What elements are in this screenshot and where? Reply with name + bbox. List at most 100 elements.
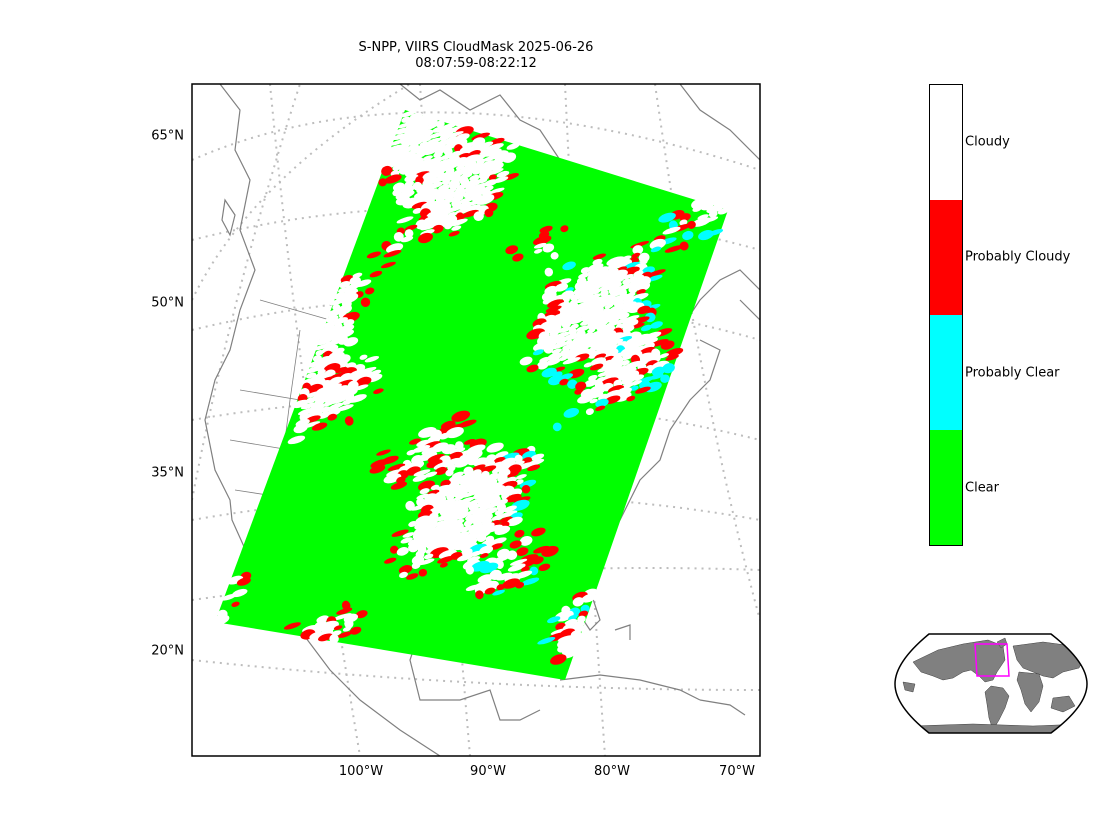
- cloudmask-pixel: [360, 297, 371, 307]
- cloudmask-pixel: [626, 395, 636, 402]
- cloudmask-pixel: [632, 245, 644, 255]
- cloudmask-pixel: [549, 341, 569, 350]
- cloudmask-pixel: [476, 533, 487, 543]
- cloudmask-pixel: [545, 358, 561, 366]
- cloudmask-pixel: [506, 516, 523, 527]
- cloudmask-pixel: [307, 360, 323, 368]
- cloudmask-pixel: [488, 174, 497, 181]
- cloudmask-pixel: [454, 483, 471, 492]
- cloudmask-pixel: [541, 545, 559, 557]
- cloudmask-pixel: [484, 587, 496, 595]
- cloudmask-pixel: [355, 376, 372, 387]
- cloudmask-pixel: [505, 245, 519, 255]
- cloudmask-pixel: [424, 149, 436, 156]
- cloudmask-pixel: [421, 446, 439, 455]
- cloudmask-pixel: [509, 540, 522, 549]
- cloudmask-pixel: [637, 305, 651, 315]
- cloudmask-pixel: [512, 253, 524, 262]
- cloudmask-pixel: [561, 320, 572, 328]
- cloudmask-pixel: [516, 547, 529, 556]
- cloudmask-pixel: [236, 577, 251, 586]
- cloudmask-pixel: [440, 498, 456, 506]
- cloudmask-pixel: [400, 110, 416, 118]
- cloudmask-pixel: [478, 465, 497, 474]
- cloudmask-pixel: [463, 509, 481, 517]
- cloudmask-pixel: [631, 322, 645, 329]
- cloudmask-pixel: [221, 593, 237, 601]
- cloudmask-pixel: [526, 364, 539, 373]
- cloudmask-pixel: [468, 543, 487, 554]
- cloudmask-pixel: [420, 223, 439, 231]
- cloudmask-pixel: [575, 381, 587, 391]
- cloudmask-pixel: [640, 324, 653, 332]
- cloudmask-pixel: [662, 363, 675, 374]
- cloudmask-pixel: [459, 197, 474, 204]
- cloudmask-pixel: [589, 363, 604, 371]
- cloudmask-pixel: [433, 144, 447, 154]
- cloudmask-pixel: [602, 372, 621, 381]
- cloudmask-pixel: [325, 308, 343, 318]
- lon-label-80w: 80°W: [594, 764, 630, 779]
- cloudmask-pixel: [292, 399, 309, 409]
- cloudmask-pixel: [660, 340, 675, 350]
- cloudmask-pixel: [448, 218, 468, 227]
- cloudmask-pixel: [632, 374, 645, 381]
- map-title: S-NPP, VIIRS CloudMask 2025-06-26 08:07:…: [358, 40, 594, 71]
- lat-label-50: 50°N: [151, 295, 184, 311]
- cloudmask-pixel: [433, 520, 448, 527]
- cloudmask-pixel: [404, 229, 414, 238]
- cloudmask-pixel: [369, 270, 383, 278]
- cloudmask-pixel: [521, 484, 531, 494]
- cloudmask-pixel: [396, 547, 409, 556]
- cloudmask-pixel: [366, 251, 381, 259]
- cloudmask-pixel: [491, 514, 504, 521]
- cloudmask-pixel: [697, 214, 709, 220]
- cloudmask-pixel: [630, 385, 639, 391]
- cloudmask-pixel: [448, 179, 461, 190]
- cloudmask-pixel: [478, 169, 491, 180]
- cloudmask-pixel: [337, 631, 352, 638]
- cloudmask-pixel: [537, 636, 556, 645]
- cloudmask-pixel: [542, 243, 555, 253]
- cloudmask-pixel: [619, 354, 635, 361]
- cloudmask-pixel: [399, 571, 408, 579]
- cloudmask-pixel: [483, 461, 496, 467]
- globe-inset: [894, 633, 1088, 734]
- cloudmask-pixel: [342, 626, 351, 632]
- cloudmask-pixel: [389, 139, 406, 146]
- cloudmask-pixel: [570, 293, 582, 301]
- cloudmask-pixel: [413, 469, 431, 477]
- cloudmask-pixel: [392, 133, 407, 141]
- lat-label-65: 65°N: [151, 128, 184, 144]
- cloudmask-pixel: [560, 225, 569, 233]
- cloudmask-pixel: [589, 398, 598, 404]
- cloudmask-pixel: [321, 344, 339, 354]
- cloudmask-pixel: [475, 194, 495, 205]
- cloudmask-pixel: [631, 252, 641, 258]
- cloudmask-pixel: [390, 481, 408, 490]
- cloudmask-pixel: [519, 356, 533, 366]
- cloudmask-pixel: [587, 320, 599, 331]
- cloudmask-pixel: [664, 347, 684, 358]
- globe-outline: [894, 633, 1088, 734]
- cloudmask-pixel: [427, 454, 446, 463]
- cloudmask-pixel: [404, 149, 420, 157]
- cloudmask-pixel: [378, 178, 387, 187]
- cloudmask-pixel: [520, 566, 530, 572]
- cloudmask-pixel: [455, 513, 468, 520]
- cloudmask-pixel: [380, 261, 396, 269]
- cloudmask-pixel: [318, 633, 333, 642]
- colorbar: [929, 84, 963, 546]
- cloudmask-pixel: [370, 459, 389, 469]
- cloudmask-pixel: [550, 654, 567, 665]
- cloudmask-pixel: [418, 480, 435, 491]
- cloudmask-pixel: [549, 294, 566, 302]
- cloudmask-pixel: [576, 295, 593, 304]
- cloudmask-pixel: [211, 614, 230, 626]
- cloudmask-pixel: [472, 182, 489, 190]
- cloudmask-pixel: [315, 350, 324, 356]
- cloudmask-pixel: [479, 545, 494, 555]
- cloudmask-pixel: [706, 204, 724, 214]
- cloudmask-pixel: [545, 305, 562, 313]
